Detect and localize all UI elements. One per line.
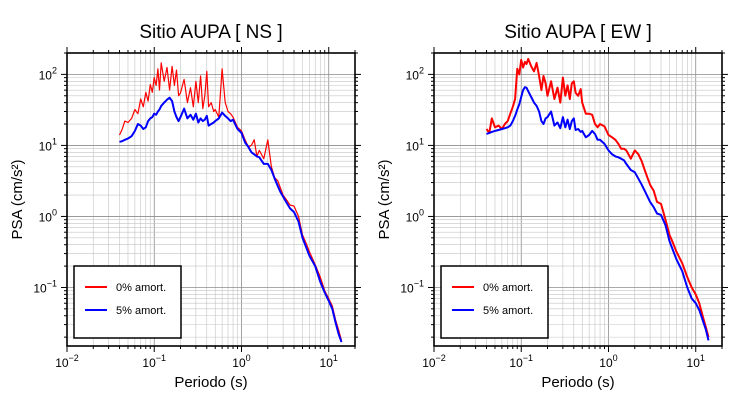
y-tick-label: 102: [39, 65, 57, 82]
plot-frame: [66, 52, 356, 347]
legend-box: [73, 265, 182, 339]
x-tick-label: 100: [599, 353, 617, 370]
x-tick-label: 100: [232, 353, 250, 370]
x-tick-label: 10−1: [142, 353, 166, 370]
legend-label-0: 0% amort.: [116, 282, 166, 294]
chart-title: Sitio AUPA [ NS ]: [139, 22, 282, 43]
y-tick-label: 101: [39, 136, 57, 153]
series-line-0: [118, 62, 343, 341]
legend-box: [440, 265, 549, 339]
x-tick-label: 101: [687, 353, 705, 370]
y-tick-label: 100: [39, 207, 57, 224]
y-tick-label: 100: [406, 207, 424, 224]
chart-panel-ew: 10−2 10−1 100 101 10−1 100 101 102 0% amort. 5% a…: [376, 22, 728, 391]
legend-label-0: 0% amort.: [483, 282, 533, 294]
plot-frame: [433, 52, 723, 347]
y-axis-label: PSA (cm/s²): [376, 159, 393, 239]
grid: [433, 52, 723, 346]
x-axis-label: Periodo (s): [174, 374, 247, 391]
series-line-0: [485, 57, 710, 338]
series-line-1: [119, 96, 343, 343]
y-tick-label: 10−1: [400, 278, 424, 295]
series-line-1: [486, 86, 710, 341]
x-tick-label: 10−1: [509, 353, 533, 370]
y-tick-label: 10−1: [33, 278, 57, 295]
y-tick-label: 101: [406, 136, 424, 153]
legend-label-1: 5% amort.: [116, 305, 166, 317]
x-tick-label: 10−2: [422, 353, 446, 370]
x-tick-label: 10−2: [55, 353, 79, 370]
chart-title: Sitio AUPA [ EW ]: [504, 22, 651, 43]
y-tick-label: 102: [406, 65, 424, 82]
legend-label-1: 5% amort.: [483, 305, 533, 317]
y-axis-label: PSA (cm/s²): [9, 159, 26, 239]
x-axis-label: Periodo (s): [541, 374, 614, 391]
chart-panel-ns: 10−2 10−1 100 101 10−1 100 101 102 0% amort. 5% a…: [9, 22, 361, 391]
x-tick-label: 101: [320, 353, 338, 370]
